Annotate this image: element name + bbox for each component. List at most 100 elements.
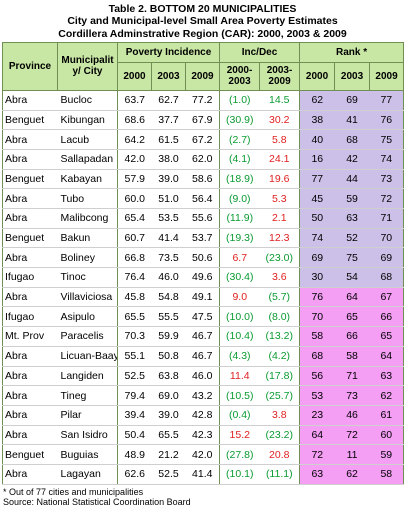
poverty-2003-cell: 69.0	[151, 385, 186, 406]
rank-2009-cell: 61	[369, 405, 405, 426]
poverty-2003-cell: 38.0	[151, 149, 186, 170]
poverty-2009-cell: 77.2	[185, 90, 221, 111]
poverty-2000-cell: 66.8	[117, 247, 152, 269]
poverty-2003-cell: 39.0	[151, 405, 186, 426]
poverty-2000-cell: 64.2	[117, 129, 152, 150]
poverty-2003-cell: 46.0	[151, 267, 186, 288]
province-cell: Abra	[2, 287, 58, 308]
rank-2003-cell: 66	[334, 326, 370, 347]
table-row: Abra Licuan-Baay 55.1 50.8 46.7 (4.3) (4.2) 68 5…	[2, 346, 405, 367]
table-row: Abra Malibcong 65.4 53.5 55.6 (11.9) 2.1 50 63 71	[2, 208, 405, 229]
header-rank-2000: 2000	[299, 61, 336, 91]
change-2000-2003-cell: (10.1)	[219, 464, 260, 485]
table-row: Benguet Kabayan 57.9 39.0 58.6 (18.9) 19.6 77 44…	[2, 169, 405, 190]
rank-2009-cell: 67	[369, 287, 405, 308]
province-cell: Abra	[2, 90, 58, 111]
poverty-2000-cell: 63.7	[117, 90, 152, 111]
poverty-2000-cell: 39.4	[117, 405, 152, 426]
poverty-2003-cell: 63.8	[151, 366, 186, 387]
poverty-2000-cell: 45.8	[117, 287, 152, 308]
rank-2003-cell: 72	[334, 425, 370, 446]
header-change-2003-2009: 2003-2009	[259, 61, 301, 91]
table-row: Benguet Buguias 48.9 21.2 42.0 (27.8) 20.8 72 11…	[2, 444, 405, 465]
table-row: Abra Villaviciosa 45.8 54.8 49.1 9.0 (5.7) 76 64…	[2, 287, 405, 308]
municipality-cell: Licuan-Baay	[57, 346, 118, 367]
poverty-2003-cell: 39.0	[151, 169, 186, 190]
table-row: Abra Lacub 64.2 61.5 67.2 (2.7) 5.8 40 68 75	[2, 129, 405, 150]
rank-2009-cell: 59	[369, 444, 405, 465]
municipality-cell: Malibcong	[57, 208, 118, 229]
change-2000-2003-cell: 15.2	[219, 425, 260, 446]
change-2000-2003-cell: (2.7)	[219, 129, 260, 150]
province-cell: Ifugao	[2, 267, 58, 288]
table-row: Abra San Isidro 50.4 65.5 42.3 15.2 (23.2) 64 72…	[2, 425, 405, 446]
municipality-cell: Boliney	[57, 247, 118, 269]
change-2000-2003-cell: (10.4)	[219, 326, 260, 347]
table-body: Abra Bucloc 63.7 62.7 77.2 (1.0) 14.5 62 69 77 Ben…	[2, 90, 405, 485]
table-row: Benguet Bakun 60.7 41.4 53.7 (19.3) 12.3 74 52 70	[2, 228, 405, 249]
rank-2003-cell: 42	[334, 149, 370, 170]
rank-2000-cell: 70	[299, 306, 335, 328]
rank-2003-cell: 62	[334, 464, 370, 485]
table-subtitle-region: Cordillera Adminstrative Region (CAR): 2…	[58, 27, 347, 40]
table-row: Abra Sallapadan 42.0 38.0 62.0 (4.1) 24.1 16 42 7…	[2, 149, 405, 170]
rank-2000-cell: 69	[299, 247, 335, 269]
rank-2000-cell: 45	[299, 188, 335, 210]
poverty-2000-cell: 79.4	[117, 385, 152, 406]
municipality-cell: Tubo	[57, 188, 118, 210]
rank-2009-cell: 75	[369, 129, 405, 150]
change-2003-2009-cell: (5.7)	[259, 287, 301, 308]
rank-2009-cell: 60	[369, 425, 405, 446]
poverty-2009-cell: 46.7	[185, 346, 221, 367]
table-row: Abra Pilar 39.4 39.0 42.8 (0.4) 3.8 23 46 61	[2, 405, 405, 426]
header-rank-2009: 2009	[369, 61, 405, 91]
change-2003-2009-cell: 20.8	[259, 444, 301, 465]
poverty-2003-cell: 37.7	[151, 110, 186, 131]
province-cell: Abra	[2, 129, 58, 150]
poverty-2009-cell: 67.2	[185, 129, 221, 150]
header-inc-dec: Inc/Dec	[219, 41, 301, 63]
header-rank: Rank *	[299, 41, 405, 63]
rank-2000-cell: 30	[299, 267, 335, 288]
poverty-2003-cell: 52.5	[151, 464, 186, 485]
rank-2009-cell: 74	[369, 149, 405, 170]
rank-2009-cell: 69	[369, 247, 405, 269]
footnotes: * Out of 77 cities and municipalities So…	[0, 487, 405, 507]
municipality-cell: Kabayan	[57, 169, 118, 190]
province-cell: Benguet	[2, 228, 58, 249]
rank-2003-cell: 64	[334, 287, 370, 308]
province-cell: Ifugao	[2, 306, 58, 328]
poverty-2003-cell: 21.2	[151, 444, 186, 465]
poverty-2003-cell: 54.8	[151, 287, 186, 308]
rank-2000-cell: 68	[299, 346, 335, 367]
poverty-2000-cell: 57.9	[117, 169, 152, 190]
province-cell: Abra	[2, 405, 58, 426]
rank-2000-cell: 77	[299, 169, 335, 190]
footnote-source: Source: National Statistical Coordinatio…	[3, 496, 191, 507]
rank-2009-cell: 64	[369, 346, 405, 367]
poverty-2009-cell: 46.0	[185, 366, 221, 387]
change-2003-2009-cell: (17.8)	[259, 366, 301, 387]
poverty-2009-cell: 58.6	[185, 169, 221, 190]
header-year-2009: 2009	[184, 61, 221, 91]
rank-2000-cell: 76	[299, 287, 335, 308]
table-row: Abra Lagayan 62.6 52.5 41.4 (10.1) (11.1) 63 62 5…	[2, 464, 405, 485]
municipality-cell: Buguias	[57, 444, 118, 465]
change-2000-2003-cell: (4.1)	[219, 149, 260, 170]
municipality-cell: Bucloc	[57, 90, 118, 111]
poverty-2009-cell: 67.9	[185, 110, 221, 131]
poverty-2009-cell: 43.2	[185, 385, 221, 406]
poverty-2003-cell: 65.5	[151, 425, 186, 446]
province-cell: Abra	[2, 385, 58, 406]
change-2000-2003-cell: (30.9)	[219, 110, 260, 131]
rank-2003-cell: 11	[334, 444, 370, 465]
change-2000-2003-cell: (9.0)	[219, 188, 260, 210]
province-cell: Abra	[2, 208, 58, 229]
rank-2009-cell: 71	[369, 208, 405, 229]
change-2003-2009-cell: (25.7)	[259, 385, 301, 406]
poverty-2000-cell: 65.5	[117, 306, 152, 328]
change-2003-2009-cell: 19.6	[259, 169, 301, 190]
province-cell: Abra	[2, 247, 58, 269]
rank-2000-cell: 74	[299, 228, 335, 249]
change-2000-2003-cell: 9.0	[219, 287, 260, 308]
